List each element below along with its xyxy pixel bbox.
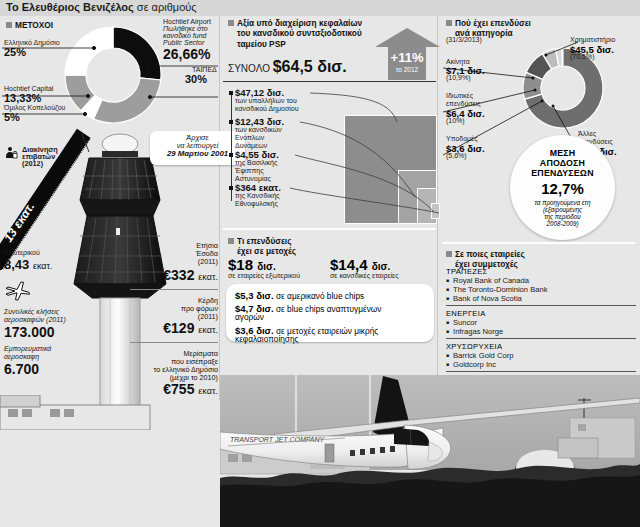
svg-text:TRANSPORT JET COMPANY: TRANSPORT JET COMPANY bbox=[230, 436, 326, 443]
